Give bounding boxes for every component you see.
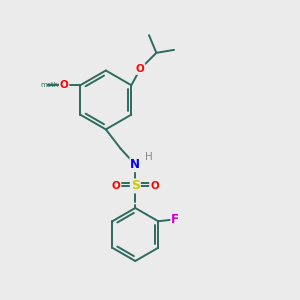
Text: S: S bbox=[131, 179, 140, 192]
Text: methyl: methyl bbox=[41, 82, 65, 88]
Text: F: F bbox=[171, 213, 179, 226]
Text: N: N bbox=[130, 158, 140, 171]
Text: O: O bbox=[112, 181, 121, 191]
Text: O: O bbox=[150, 181, 159, 191]
Text: O: O bbox=[60, 80, 68, 90]
Text: H: H bbox=[145, 152, 152, 162]
Text: O: O bbox=[136, 64, 145, 74]
